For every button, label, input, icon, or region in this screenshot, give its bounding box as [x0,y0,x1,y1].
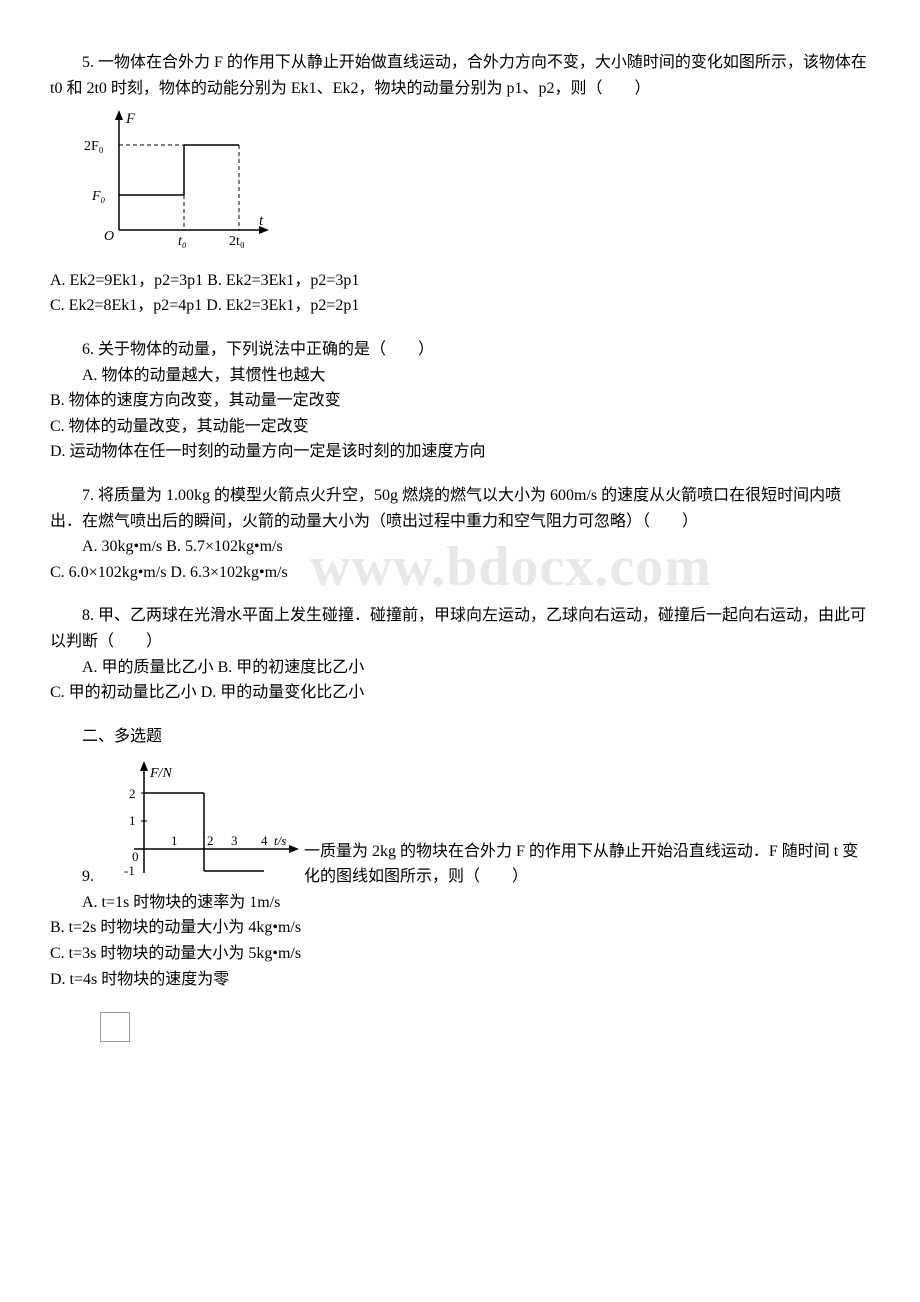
q9-first-line: 9. F/N 2 [50,761,870,890]
question-6: 6. 关于物体的动量，下列说法中正确的是（ ） A. 物体的动量越大，其惯性也越… [50,337,870,465]
q8-text: 8. 甲、乙两球在光滑水平面上发生碰撞．碰撞前，甲球向左运动，乙球向右运动，碰撞… [50,603,870,654]
q9-xtick-4: 4 [261,833,268,848]
q9-opt-b: B. t=2s 时物块的动量大小为 4kg•m/s [50,915,870,941]
q5-opt-b: B. Ek2=3Ek1，p2=3p1 [207,272,359,289]
q9-xtick-1: 1 [171,833,178,848]
q5-ytick-2f0: 2F₀ [84,139,104,154]
q5-ytick-f0: F₀ [91,189,106,204]
question-9: 9. F/N 2 [50,761,870,992]
q5-axis-f-label: F [125,111,136,127]
q6-opt-d: D. 运动物体在任一时刻的动量方向一定是该时刻的加速度方向 [50,439,870,465]
q6-opt-b: B. 物体的速度方向改变，其动量一定改变 [50,388,870,414]
q7-opt-d: D. 6.3×102kg•m/s [170,564,287,581]
q9-yneg: -1 [124,863,135,878]
placeholder-box [100,1012,130,1042]
q5-origin: O [104,229,114,244]
q8-opt-a: A. 甲的质量比乙小 [82,659,218,676]
q7-opt-b: B. 5.7×102kg•m/s [166,538,282,555]
question-7: 7. 将质量为 1.00kg 的模型火箭点火升空，50g 燃烧的燃气以大小为 6… [50,483,870,585]
q9-opt-d: D. t=4s 时物块的速度为零 [50,967,870,993]
q7-option-ab: A. 30kg•m/s B. 5.7×102kg•m/s [50,534,870,560]
q7-opt-a: A. 30kg•m/s [82,538,166,555]
q5-opt-d: D. Ek2=3Ek1，p2=2p1 [206,297,359,314]
q9-xtick-2: 2 [207,833,214,848]
q9-y-label: F/N [149,766,172,781]
section-2-header: 二、多选题 [50,724,870,750]
q7-option-cd: C. 6.0×102kg•m/s D. 6.3×102kg•m/s [50,560,870,586]
q5-option-cd: C. Ek2=8Ek1，p2=4p1 D. Ek2=3Ek1，p2=2p1 [50,293,870,319]
q9-ytick-2: 2 [129,786,136,801]
q5-opt-c: C. Ek2=8Ek1，p2=4p1 [50,297,206,314]
q9-force-time-graph: F/N 2 1 0 -1 1 2 3 4 t/s [94,761,304,881]
q9-figure: F/N 2 1 0 -1 1 2 3 4 t/s [94,761,304,890]
q5-axis-t-label: t [259,213,264,229]
q6-text: 6. 关于物体的动量，下列说法中正确的是（ ） [50,337,870,363]
q8-option-cd: C. 甲的初动量比乙小 D. 甲的动量变化比乙小 [50,680,870,706]
q5-figure: F 2F₀ F₀ O t₀ 2t₀ t [74,105,870,264]
q8-option-ab: A. 甲的质量比乙小 B. 甲的初速度比乙小 [50,655,870,681]
q5-opt-a: A. Ek2=9Ek1，p2=3p1 [50,272,207,289]
q9-opt-c: C. t=3s 时物块的动量大小为 5kg•m/s [50,941,870,967]
q9-xtick-3: 3 [231,833,238,848]
q5-text: 5. 一物体在合外力 F 的作用下从静止开始做直线运动，合外力方向不变，大小随时… [50,50,870,101]
q8-opt-d: D. 甲的动量变化比乙小 [201,684,365,701]
q7-text: 7. 将质量为 1.00kg 的模型火箭点火升空，50g 燃烧的燃气以大小为 6… [50,483,870,534]
q5-force-time-graph: F 2F₀ F₀ O t₀ 2t₀ t [74,105,274,255]
q9-text: 一质量为 2kg 的物块在合外力 F 的作用下从静止开始沿直线运动．F 随时间 … [304,843,858,886]
q5-xtick-t0: t₀ [178,234,187,249]
q9-opt-a: A. t=1s 时物块的速率为 1m/s [50,890,870,916]
q8-opt-c: C. 甲的初动量比乙小 [50,684,201,701]
q7-opt-c: C. 6.0×102kg•m/s [50,564,170,581]
q6-opt-a: A. 物体的动量越大，其惯性也越大 [50,363,870,389]
question-8: 8. 甲、乙两球在光滑水平面上发生碰撞．碰撞前，甲球向左运动，乙球向右运动，碰撞… [50,603,870,705]
q9-number: 9. [50,864,94,890]
q5-option-ab: A. Ek2=9Ek1，p2=3p1 B. Ek2=3Ek1，p2=3p1 [50,268,870,294]
q9-ytick-1: 1 [129,813,136,828]
question-5: 5. 一物体在合外力 F 的作用下从静止开始做直线运动，合外力方向不变，大小随时… [50,50,870,319]
q9-x-label: t/s [274,833,286,848]
q9-origin: 0 [132,849,139,864]
q5-xtick-2t0: 2t₀ [229,234,245,249]
q9-text-part: 一质量为 2kg 的物块在合外力 F 的作用下从静止开始沿直线运动．F 随时间 … [304,839,870,890]
q8-opt-b: B. 甲的初速度比乙小 [218,659,365,676]
q6-opt-c: C. 物体的动量改变，其动能一定改变 [50,414,870,440]
